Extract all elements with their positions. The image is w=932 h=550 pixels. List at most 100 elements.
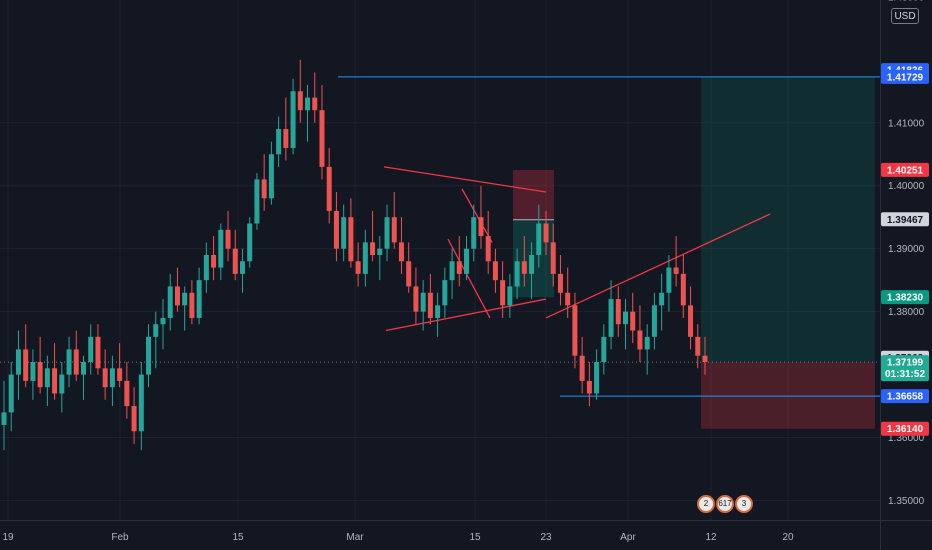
candle-body[interactable] xyxy=(666,267,672,293)
candle-body[interactable] xyxy=(37,362,43,388)
candle-body[interactable] xyxy=(623,311,629,325)
candle-body[interactable] xyxy=(283,129,289,148)
candle-body[interactable] xyxy=(608,299,614,337)
candle-body[interactable] xyxy=(680,273,686,306)
candle-body[interactable] xyxy=(557,273,563,293)
candle-body[interactable] xyxy=(218,229,224,268)
candle-body[interactable] xyxy=(297,91,303,111)
candle-body[interactable] xyxy=(536,223,542,255)
candle-body[interactable] xyxy=(268,154,274,199)
candle-body[interactable] xyxy=(594,362,600,394)
candle-body[interactable] xyxy=(370,242,376,255)
candle-body[interactable] xyxy=(73,349,79,375)
candle-body[interactable] xyxy=(529,254,535,274)
candle-body[interactable] xyxy=(52,368,58,394)
candle-body[interactable] xyxy=(579,355,585,381)
candle-body[interactable] xyxy=(688,305,694,337)
candle-body[interactable] xyxy=(398,242,404,262)
candle-body[interactable] xyxy=(377,248,383,255)
candle-body[interactable] xyxy=(572,305,578,356)
trend-line[interactable] xyxy=(383,166,547,193)
candle-body[interactable] xyxy=(109,368,115,388)
candle-body[interactable] xyxy=(550,242,556,274)
candle-body[interactable] xyxy=(15,349,21,375)
candle-body[interactable] xyxy=(492,261,498,281)
candle-body[interactable] xyxy=(138,374,144,432)
candle-body[interactable] xyxy=(102,368,108,388)
candle-body[interactable] xyxy=(59,374,65,394)
candle-body[interactable] xyxy=(254,179,260,224)
candle-body[interactable] xyxy=(500,280,506,306)
candle-body[interactable] xyxy=(196,280,202,318)
candle-body[interactable] xyxy=(326,166,332,211)
candle-body[interactable] xyxy=(659,292,665,306)
candle-body[interactable] xyxy=(44,368,50,388)
candle-body[interactable] xyxy=(1,412,7,425)
candle-body[interactable] xyxy=(427,292,433,318)
trend-line[interactable] xyxy=(461,188,493,243)
candle-body[interactable] xyxy=(644,336,650,350)
candle-body[interactable] xyxy=(435,305,441,318)
candle-body[interactable] xyxy=(239,261,245,274)
trend-line[interactable] xyxy=(545,213,771,319)
candle-body[interactable] xyxy=(348,217,354,262)
candle-body[interactable] xyxy=(478,217,484,237)
candle-body[interactable] xyxy=(507,286,513,306)
candle-body[interactable] xyxy=(167,286,173,318)
candle-body[interactable] xyxy=(174,286,180,306)
trend-line[interactable] xyxy=(447,238,491,319)
event-markers[interactable]: 2 617 3 xyxy=(697,495,755,521)
candle-body[interactable] xyxy=(637,330,643,350)
candle-body[interactable] xyxy=(117,368,123,381)
candle-body[interactable] xyxy=(80,362,86,375)
candle-body[interactable] xyxy=(420,292,426,312)
candle-body[interactable] xyxy=(290,91,296,148)
candle-body[interactable] xyxy=(702,355,708,363)
candle-body[interactable] xyxy=(449,261,455,281)
candle-body[interactable] xyxy=(232,248,238,274)
candle-body[interactable] xyxy=(695,336,701,356)
candle-body[interactable] xyxy=(312,97,318,111)
event-marker[interactable]: 2 xyxy=(697,495,715,513)
candle-body[interactable] xyxy=(565,292,571,306)
candle-body[interactable] xyxy=(66,349,72,375)
risk-box[interactable] xyxy=(513,169,554,220)
candle-body[interactable] xyxy=(471,217,477,249)
candle-body[interactable] xyxy=(211,254,217,268)
candle-body[interactable] xyxy=(391,217,397,243)
candle-body[interactable] xyxy=(362,242,368,274)
candle-body[interactable] xyxy=(319,110,325,167)
candle-body[interactable] xyxy=(601,336,607,363)
candle-body[interactable] xyxy=(95,336,101,369)
candle-body[interactable] xyxy=(456,261,462,274)
long-position-profit-zone[interactable] xyxy=(701,76,875,363)
candle-body[interactable] xyxy=(413,286,419,312)
candle-body[interactable] xyxy=(124,380,130,407)
candle-body[interactable] xyxy=(23,349,29,381)
candle-body[interactable] xyxy=(485,236,491,262)
candle-body[interactable] xyxy=(355,261,361,274)
candle-body[interactable] xyxy=(153,324,159,337)
event-marker[interactable]: 617 xyxy=(716,495,734,513)
candle-body[interactable] xyxy=(276,129,282,155)
candle-body[interactable] xyxy=(247,223,253,262)
event-marker[interactable]: 3 xyxy=(735,495,753,513)
candle-body[interactable] xyxy=(88,336,94,363)
candle-body[interactable] xyxy=(305,97,311,111)
candle-body[interactable] xyxy=(146,336,152,375)
candle-body[interactable] xyxy=(8,374,14,413)
candle-body[interactable] xyxy=(630,311,636,331)
candle-body[interactable] xyxy=(514,261,520,287)
candle-body[interactable] xyxy=(521,261,527,274)
candle-body[interactable] xyxy=(464,248,470,274)
long-position-loss-zone[interactable] xyxy=(701,362,875,429)
trend-line[interactable] xyxy=(385,298,547,332)
candle-body[interactable] xyxy=(189,292,195,318)
candle-body[interactable] xyxy=(341,217,347,249)
candle-body[interactable] xyxy=(384,217,390,249)
candle-body[interactable] xyxy=(615,299,621,325)
candle-body[interactable] xyxy=(333,210,339,249)
candle-body[interactable] xyxy=(203,254,209,281)
candle-body[interactable] xyxy=(406,261,412,287)
